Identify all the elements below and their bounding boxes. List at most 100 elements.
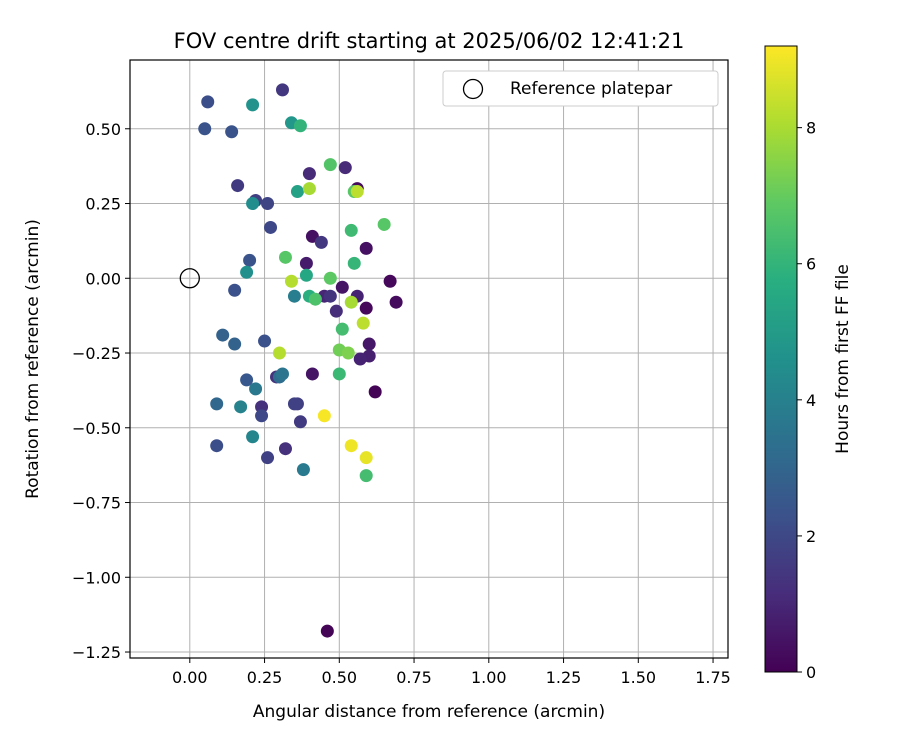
data-point	[240, 373, 254, 387]
data-point	[255, 409, 269, 423]
reference-point	[179, 268, 200, 289]
reference-marker	[179, 268, 200, 289]
data-point	[317, 409, 331, 423]
y-tick-label: −1.25	[72, 643, 121, 662]
colorbar: 0 2 4 6 8 Hours from first FF file	[764, 45, 853, 682]
x-axis-ticks: 0.00 0.25 0.50 0.75 1.00 1.25 1.50 1.75	[172, 658, 731, 687]
data-point	[359, 469, 373, 483]
data-point	[335, 322, 349, 336]
data-point	[299, 268, 313, 282]
data-point	[305, 367, 319, 381]
colorbar-tick-label: 2	[806, 527, 816, 546]
legend-entry-label: Reference platepar	[510, 79, 672, 99]
y-tick-label: 0.00	[85, 269, 121, 288]
data-point	[323, 158, 337, 172]
data-point	[293, 119, 307, 133]
x-tick-label: 1.00	[471, 668, 507, 687]
colorbar-ticks: 0 2 4 6 8	[797, 119, 816, 682]
x-tick-label: 0.50	[321, 668, 357, 687]
y-tick-label: 0.25	[85, 195, 121, 214]
data-point	[296, 463, 310, 477]
data-point	[210, 439, 224, 453]
data-point	[225, 125, 239, 139]
colorbar-tick-label: 4	[806, 391, 816, 410]
data-point	[243, 253, 257, 267]
colorbar-tick-label: 8	[806, 119, 816, 138]
colorbar-tick-label: 0	[806, 663, 816, 682]
x-tick-label: 0.75	[396, 668, 432, 687]
x-tick-label: 1.25	[546, 668, 582, 687]
data-point	[264, 220, 278, 234]
data-point	[308, 292, 322, 306]
y-tick-label: −0.50	[72, 419, 121, 438]
data-point	[338, 161, 352, 175]
data-point	[240, 265, 254, 279]
data-point	[359, 451, 373, 465]
data-point	[246, 430, 260, 444]
data-point	[246, 197, 260, 211]
data-point	[389, 295, 403, 309]
data-point	[228, 283, 242, 297]
data-point	[273, 346, 286, 360]
data-point	[299, 256, 313, 270]
grid	[130, 60, 728, 658]
data-point	[362, 337, 376, 351]
data-point	[359, 301, 373, 315]
data-point	[341, 346, 355, 360]
data-point	[275, 367, 289, 381]
data-point	[368, 385, 382, 399]
data-point	[377, 217, 391, 231]
data-point	[258, 334, 272, 348]
x-tick-label: 1.75	[695, 668, 731, 687]
data-point	[290, 185, 304, 199]
data-point	[356, 316, 370, 330]
data-point	[231, 179, 245, 193]
y-tick-label: 0.50	[85, 120, 121, 139]
x-tick-label: 1.50	[620, 668, 656, 687]
data-point	[198, 122, 212, 136]
data-point	[344, 223, 358, 237]
plot-frame	[129, 59, 729, 659]
colorbar-tick-label: 6	[806, 255, 816, 274]
y-tick-label: −1.00	[72, 568, 121, 587]
data-point	[302, 167, 316, 181]
x-tick-label: 0.25	[247, 668, 283, 687]
data-point	[302, 182, 316, 196]
data-point	[344, 295, 358, 309]
data-point	[353, 352, 367, 366]
data-point	[234, 400, 248, 414]
data-point	[332, 367, 346, 381]
chart-title: FOV centre drift starting at 2025/06/02 …	[174, 29, 685, 53]
data-point	[314, 235, 328, 249]
data-point	[261, 197, 275, 211]
data-point	[261, 451, 275, 465]
data-point	[249, 382, 263, 396]
data-point	[201, 95, 215, 109]
data-point	[210, 397, 224, 411]
legend-box	[442, 70, 719, 107]
data-point	[287, 289, 301, 303]
data-point	[228, 337, 242, 351]
data-point	[350, 185, 364, 199]
data-points	[198, 83, 403, 638]
y-tick-label: −0.25	[72, 344, 121, 363]
data-point	[347, 256, 361, 270]
data-point	[323, 271, 337, 285]
y-axis-ticks: 0.50 0.25 0.00 −0.25 −0.50 −0.75 −1.00 −1.25	[72, 120, 130, 662]
data-point	[216, 328, 230, 342]
y-tick-label: −0.75	[72, 494, 121, 513]
data-point	[287, 397, 301, 411]
x-axis-label: Angular distance from reference (arcmin)	[253, 702, 605, 722]
y-axis-label: Rotation from reference (arcmin)	[23, 219, 43, 499]
colorbar-label: Hours from first FF file	[833, 264, 853, 454]
colorbar-gradient	[764, 45, 798, 673]
data-point	[323, 289, 337, 303]
data-point	[278, 250, 292, 264]
data-point	[320, 624, 334, 638]
legend-marker-icon	[462, 78, 484, 100]
data-point	[344, 439, 358, 453]
data-point	[335, 280, 349, 294]
data-point	[359, 241, 373, 255]
data-point	[284, 274, 298, 288]
